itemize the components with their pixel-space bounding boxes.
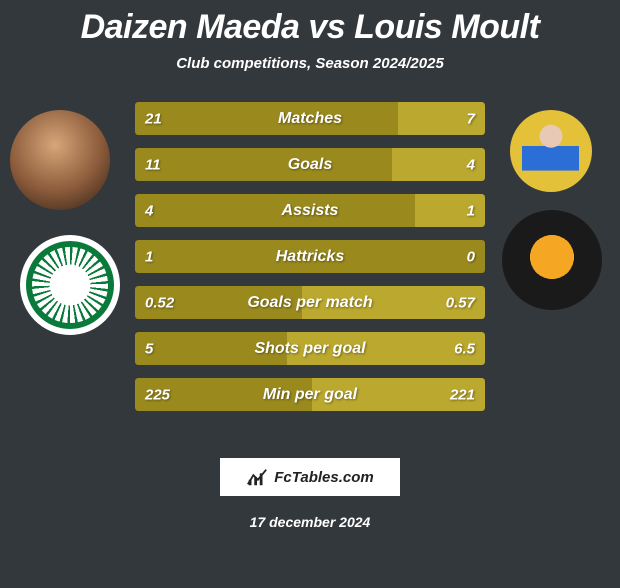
- page-title: Daizen Maeda vs Louis Moult: [0, 8, 620, 47]
- stat-row: 114Goals: [135, 148, 485, 181]
- footer-date: 17 december 2024: [0, 514, 620, 530]
- stat-row: 225221Min per goal: [135, 378, 485, 411]
- stat-label: Matches: [135, 110, 485, 128]
- player-left-avatar: [10, 110, 110, 210]
- chart-icon: [246, 466, 268, 488]
- stat-label: Hattricks: [135, 248, 485, 266]
- footer-brand-badge: FcTables.com: [220, 458, 400, 496]
- stat-row: 0.520.57Goals per match: [135, 286, 485, 319]
- subtitle: Club competitions, Season 2024/2025: [0, 55, 620, 72]
- stat-label: Min per goal: [135, 386, 485, 404]
- player-right-club-badge: [502, 210, 602, 310]
- stat-row: 56.5Shots per goal: [135, 332, 485, 365]
- stat-row: 10Hattricks: [135, 240, 485, 273]
- stat-label: Goals: [135, 156, 485, 174]
- stat-label: Assists: [135, 202, 485, 220]
- stat-label: Goals per match: [135, 294, 485, 312]
- stat-label: Shots per goal: [135, 340, 485, 358]
- footer-brand-text: FcTables.com: [274, 469, 373, 486]
- player-left-club-badge: [20, 235, 120, 335]
- stat-row: 217Matches: [135, 102, 485, 135]
- stat-bars-column: 217Matches 114Goals 41Assists 10Hattricks 0.…: [135, 102, 485, 424]
- player-right-avatar: [510, 110, 592, 192]
- stat-row: 41Assists: [135, 194, 485, 227]
- comparison-panel: 217Matches 114Goals 41Assists 10Hattricks 0.…: [0, 90, 620, 520]
